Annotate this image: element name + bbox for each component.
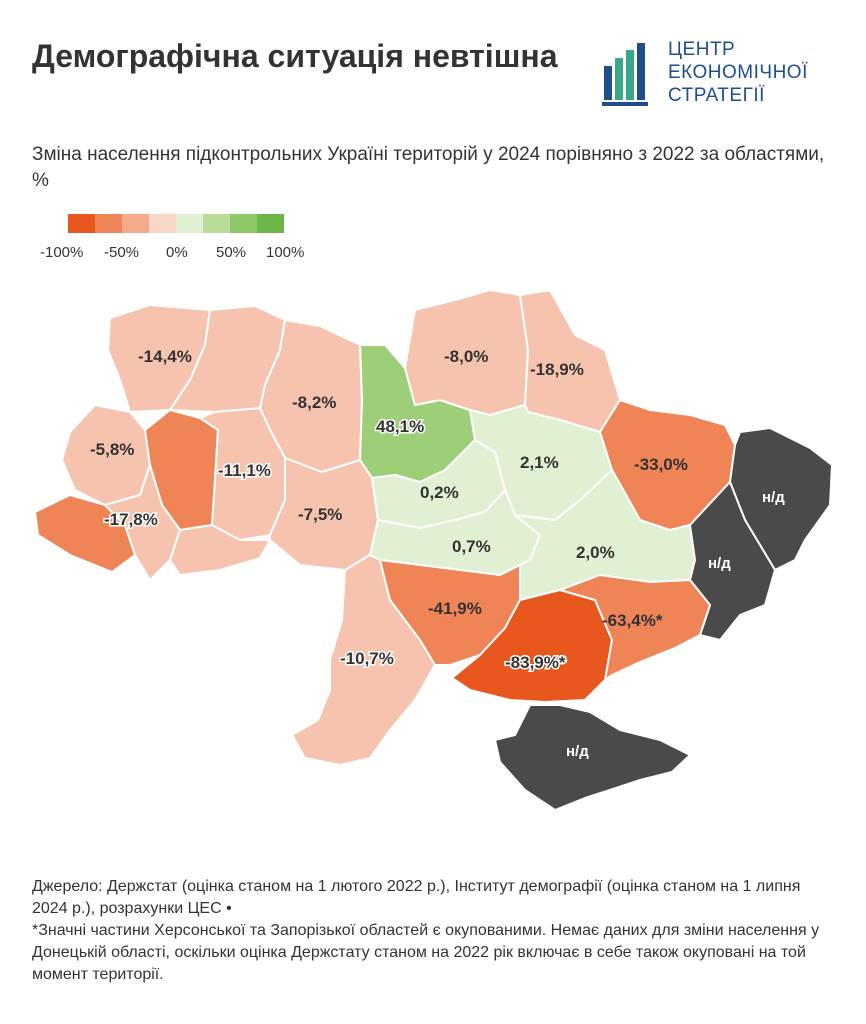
- legend-swatches: [68, 214, 284, 233]
- label-kherson: -83,9%*: [505, 653, 566, 672]
- ces-logo: ЦЕНТР ЕКОНОМІЧНОЇ СТРАТЕГІЇ: [602, 38, 842, 110]
- legend-swatch: [149, 214, 176, 233]
- label-vinnytsia: -7,5%: [298, 505, 342, 524]
- legend-label: 100%: [266, 244, 305, 261]
- label-ivano-frankivsk: -17,8%: [104, 510, 158, 529]
- label-dnipro: 2,0%: [576, 543, 615, 562]
- legend-label: 50%: [216, 244, 247, 261]
- region-chernivtsi: [169, 524, 271, 576]
- source-notes: Джерело: Держстат (оцінка станом на 1 лю…: [32, 876, 832, 986]
- region-zaporizhzhia: [559, 574, 711, 681]
- source-text: Джерело: Держстат (оцінка станом на 1 лю…: [32, 878, 801, 917]
- label-volyn: -14,4%: [138, 347, 192, 366]
- footnote-text: *Значні частини Херсонської та Запорізьк…: [32, 922, 820, 983]
- logo-text: ЦЕНТР ЕКОНОМІЧНОЇ СТРАТЕГІЇ: [668, 38, 808, 107]
- label-cherkasy: 0,2%: [420, 483, 459, 502]
- label-kharkiv: -33,0%: [634, 455, 688, 474]
- legend-swatch: [230, 214, 257, 233]
- legend-label: -100%: [40, 244, 84, 261]
- ukraine-map: -14,4% -8,2% 48,1% -8,0% -18,9% -5,8% -1…: [0, 270, 866, 830]
- color-legend: -100% -50% 0% 50% 100%: [40, 214, 330, 264]
- logo-line-1: ЦЕНТР: [668, 39, 736, 60]
- legend-swatch: [257, 214, 284, 233]
- page-title: Демографічна ситуація невтішна: [32, 38, 558, 74]
- label-zhytomyr: -8,2%: [292, 393, 336, 412]
- legend-swatch: [95, 214, 122, 233]
- bar-chart-logo-icon: [602, 43, 648, 106]
- legend-swatch: [122, 214, 149, 233]
- label-mykolaiv: -41,9%: [428, 599, 482, 618]
- map-svg: -14,4% -8,2% 48,1% -8,0% -18,9% -5,8% -1…: [34, 289, 833, 811]
- label-lviv: -5,8%: [90, 440, 134, 459]
- label-kyiv: 48,1%: [376, 417, 424, 436]
- logo-line-3: СТРАТЕГІЇ: [668, 85, 765, 106]
- label-zaporizhzhia: -63,4%*: [602, 611, 663, 630]
- legend-swatch: [68, 214, 95, 233]
- label-kirovohrad: 0,7%: [452, 537, 491, 556]
- label-chernihiv: -8,0%: [444, 347, 488, 366]
- label-poltava: 2,1%: [520, 453, 559, 472]
- label-sumy: -18,9%: [530, 360, 584, 379]
- legend-swatch: [203, 214, 230, 233]
- legend-labels: -100% -50% 0% 50% 100%: [40, 244, 340, 264]
- region-crimea: [494, 704, 691, 811]
- label-crimea: н/д: [566, 743, 589, 760]
- map-subtitle: Зміна населення підконтрольних Україні т…: [32, 144, 825, 191]
- label-odesa: -10,7%: [340, 649, 394, 668]
- legend-swatch: [176, 214, 203, 233]
- legend-label: 0%: [166, 244, 188, 261]
- legend-label: -50%: [104, 244, 140, 261]
- label-donetsk: н/д: [708, 555, 731, 572]
- label-luhansk: н/д: [762, 489, 785, 506]
- logo-line-2: ЕКОНОМІЧНОЇ: [668, 62, 808, 83]
- label-khmelnytskyi: -11,1%: [218, 461, 271, 480]
